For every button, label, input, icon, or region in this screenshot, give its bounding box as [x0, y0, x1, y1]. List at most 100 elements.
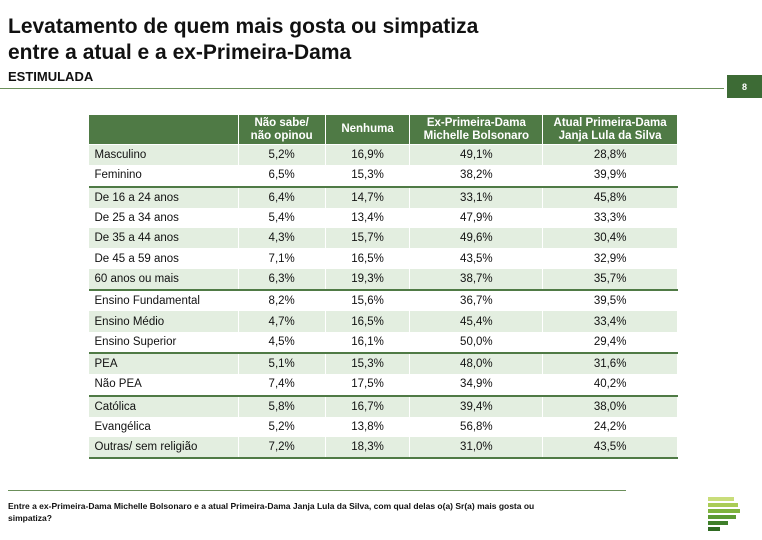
table-cell: 7,2% [238, 437, 326, 460]
row-label: Feminino [88, 165, 239, 187]
page-number-badge: 8 [727, 75, 762, 98]
table-cell: 48,0% [409, 351, 544, 375]
table-cell: 6,5% [238, 165, 326, 187]
table-cell: 15,6% [325, 289, 411, 312]
table-cell: 31,0% [409, 437, 544, 460]
table-cell: 5,8% [238, 394, 326, 417]
table-cell: 7,1% [238, 248, 326, 269]
table-cell: 16,5% [325, 311, 411, 332]
table-cell: 30,4% [542, 228, 678, 249]
table-cell: 35,7% [542, 268, 678, 291]
row-label: Evangélica [88, 416, 239, 438]
table-cell: 43,5% [409, 248, 544, 269]
table-row: De 16 a 24 anos 6,4% 14,7% 33,1% 45,8% [88, 185, 678, 208]
table-cell: 13,8% [325, 416, 411, 438]
table-cell: 4,5% [238, 331, 326, 353]
table-cell: 50,0% [409, 331, 544, 353]
table-row: Ensino Fundamental 8,2% 15,6% 36,7% 39,5% [88, 289, 678, 312]
table-cell: 8,2% [238, 289, 326, 312]
table-row: De 45 a 59 anos 7,1% 16,5% 43,5% 32,9% [88, 248, 678, 269]
table-row: Feminino 6,5% 15,3% 38,2% 39,9% [88, 165, 678, 187]
table-cell: 16,1% [325, 331, 411, 353]
row-label: De 45 a 59 anos [88, 248, 239, 269]
table-row: Não PEA 7,4% 17,5% 34,9% 40,2% [88, 374, 678, 396]
table-cell: 16,5% [325, 248, 411, 269]
results-table: Não sabe/não opinou Nenhuma Ex-Primeira-… [88, 114, 678, 460]
header-divider [0, 88, 724, 89]
column-header-nao-sabe: Não sabe/não opinou [237, 114, 326, 145]
table-cell: 17,5% [325, 374, 411, 396]
table-row: 60 anos ou mais 6,3% 19,3% 38,7% 35,7% [88, 268, 678, 291]
footnote-line-2: simpatiza? [8, 513, 52, 523]
row-label: Masculino [88, 144, 239, 166]
table-cell: 15,7% [325, 228, 411, 249]
table-row: Outras/ sem religião 7,2% 18,3% 31,0% 43,5% [88, 437, 678, 460]
table-cell: 29,4% [542, 331, 678, 353]
row-label: De 25 a 34 anos [88, 207, 239, 229]
table-row: Masculino 5,2% 16,9% 49,1% 28,8% [88, 144, 678, 166]
table-cell: 16,7% [325, 394, 411, 417]
table-cell: 16,9% [325, 144, 411, 166]
footer-divider [8, 490, 626, 491]
table-cell: 36,7% [409, 289, 544, 312]
table-cell: 5,2% [238, 416, 326, 438]
page-title: Levatamento de quem mais gosta ou simpat… [8, 14, 478, 66]
table-cell: 6,3% [238, 268, 326, 291]
table-cell: 15,3% [325, 165, 411, 187]
table-cell: 45,8% [542, 185, 678, 208]
table-cell: 28,8% [542, 144, 678, 166]
table-cell: 31,6% [542, 351, 678, 375]
table-cell: 7,4% [238, 374, 326, 396]
table-body: Masculino 5,2% 16,9% 49,1% 28,8% Feminino 6,5%… [88, 144, 678, 460]
table-cell: 32,9% [542, 248, 678, 269]
table-cell: 33,3% [542, 207, 678, 229]
row-label: De 16 a 24 anos [88, 185, 239, 208]
row-label: Ensino Superior [88, 331, 239, 353]
table-row: Ensino Médio 4,7% 16,5% 45,4% 33,4% [88, 311, 678, 332]
green-stripes-logo-icon [708, 497, 740, 531]
table-cell: 14,7% [325, 185, 411, 208]
row-label: 60 anos ou mais [88, 268, 239, 291]
table-cell: 6,4% [238, 185, 326, 208]
table-cell: 38,7% [409, 268, 544, 291]
table-cell: 5,2% [238, 144, 326, 166]
row-label: De 35 a 44 anos [88, 228, 239, 249]
row-label: Outras/ sem religião [88, 437, 239, 460]
column-header-atual-primeira-dama: Atual Primeira-Dama Janja Lula da Silva [542, 114, 678, 145]
column-header-nenhuma: Nenhuma [324, 114, 411, 145]
row-label: Não PEA [88, 374, 239, 396]
table-cell: 49,1% [409, 144, 544, 166]
row-label: Ensino Médio [88, 311, 239, 332]
table-row: De 35 a 44 anos 4,3% 15,7% 49,6% 30,4% [88, 228, 678, 249]
table-cell: 39,4% [409, 394, 544, 417]
table-row: Católica 5,8% 16,7% 39,4% 38,0% [88, 394, 678, 417]
table-cell: 49,6% [409, 228, 544, 249]
table-cell: 24,2% [542, 416, 678, 438]
table-cell: 39,9% [542, 165, 678, 187]
table-cell: 4,3% [238, 228, 326, 249]
table-cell: 19,3% [325, 268, 411, 291]
page-subtitle: ESTIMULADA [8, 69, 94, 84]
table-cell: 40,2% [542, 374, 678, 396]
table-cell: 18,3% [325, 437, 411, 460]
table-row: PEA 5,1% 15,3% 48,0% 31,6% [88, 351, 678, 375]
table-cell: 5,4% [238, 207, 326, 229]
footnote-line-1: Entre a ex-Primeira-Dama Michelle Bolson… [8, 501, 535, 511]
table-cell: 5,1% [238, 351, 326, 375]
table-cell: 13,4% [325, 207, 411, 229]
title-line-2: entre a atual e a ex-Primeira-Dama [8, 41, 352, 64]
table-cell: 33,1% [409, 185, 544, 208]
table-cell: 56,8% [409, 416, 544, 438]
table-row: Ensino Superior 4,5% 16,1% 50,0% 29,4% [88, 331, 678, 353]
table-cell: 39,5% [542, 289, 678, 312]
table-cell: 45,4% [409, 311, 544, 332]
column-header-ex-primeira-dama: Ex-Primeira-Dama Michelle Bolsonaro [409, 114, 544, 145]
table-row: Evangélica 5,2% 13,8% 56,8% 24,2% [88, 416, 678, 438]
row-label: Ensino Fundamental [88, 289, 239, 312]
header-corner-cell [88, 114, 239, 145]
table-cell: 38,0% [542, 394, 678, 417]
table-cell: 15,3% [325, 351, 411, 375]
table-row: De 25 a 34 anos 5,4% 13,4% 47,9% 33,3% [88, 207, 678, 229]
table-cell: 38,2% [409, 165, 544, 187]
table-cell: 33,4% [542, 311, 678, 332]
